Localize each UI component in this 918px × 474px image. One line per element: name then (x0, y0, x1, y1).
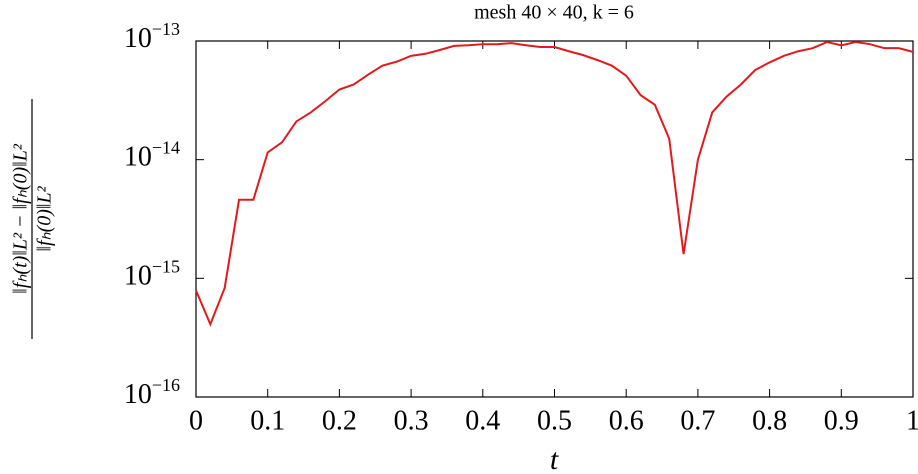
y-tick-label: 10−14 (124, 138, 180, 173)
x-tick-label: 1 (906, 405, 918, 436)
y-tick-label: 10−15 (124, 256, 180, 291)
y-tick-label: 10−13 (124, 19, 180, 54)
plot-frame (195, 40, 914, 398)
x-tick-label: 0.6 (609, 405, 644, 436)
x-tick-label: 0.5 (537, 405, 572, 436)
x-tick-label: 0.3 (394, 405, 429, 436)
x-tick-label: 0.9 (824, 405, 859, 436)
y-axis-label: ‖fₕ(t)‖L² − ‖fₕ(0)‖L² ‖fₕ(0)‖L² (10, 99, 56, 339)
x-tick-label: 0.4 (465, 405, 500, 436)
x-tick-label: 0.2 (322, 405, 357, 436)
y-tick-label: 10−16 (124, 375, 180, 410)
x-tick-label: 0 (189, 405, 203, 436)
data-line (195, 40, 914, 327)
y-label-numerator: ‖fₕ(t)‖L² − ‖fₕ(0)‖L² (10, 143, 32, 294)
x-tick-label: 0.1 (250, 405, 285, 436)
x-tick-label: 0.8 (752, 405, 787, 436)
x-tick-label: 0.7 (680, 405, 715, 436)
y-label-denominator: ‖fₕ(0)‖L² (34, 185, 56, 251)
chart-title: mesh 40 × 40, k = 6 (474, 2, 634, 24)
x-axis-label: t (550, 443, 559, 474)
